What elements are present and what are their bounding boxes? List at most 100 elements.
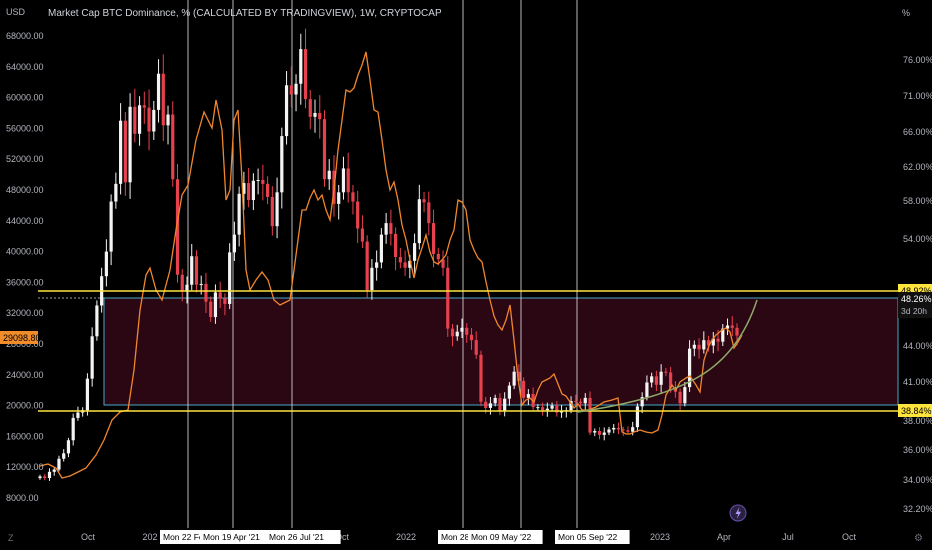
right-axis-tick: 32.20% — [903, 504, 932, 514]
time-axis-tick: 202 — [142, 532, 157, 542]
candle-body — [275, 192, 279, 227]
candle-body — [550, 405, 554, 409]
left-axis-tick: 44000.00 — [6, 216, 44, 226]
candle-body — [66, 440, 71, 454]
candle-body — [346, 168, 350, 193]
candle-body — [422, 199, 426, 203]
candle-body — [375, 262, 379, 268]
right-axis-tick: 76.00% — [903, 55, 932, 65]
candle-body — [626, 430, 630, 432]
candle-body — [204, 283, 208, 302]
candle-body — [403, 262, 407, 268]
dominance-line — [39, 51, 743, 479]
candle-body — [616, 427, 621, 430]
candle-body — [488, 403, 493, 408]
candle-body — [156, 73, 161, 110]
candle-body — [147, 107, 151, 132]
candle-body — [574, 400, 578, 402]
candle-body — [635, 406, 640, 428]
candle-body — [645, 382, 649, 398]
candle-body — [436, 253, 440, 260]
right-axis-tick: 66.00% — [903, 127, 932, 137]
rounded-bottom-arc — [577, 299, 758, 413]
candle-body — [337, 192, 341, 204]
candle-body — [597, 431, 602, 435]
right-axis-tick: 34.00% — [903, 475, 932, 485]
last-value-badge: 48.26% — [901, 294, 932, 304]
candle-body — [180, 274, 184, 292]
candle-body — [223, 298, 227, 304]
candle-body — [498, 397, 502, 411]
candle-body — [161, 73, 165, 126]
candle-body — [294, 83, 298, 95]
candle-body — [370, 267, 374, 291]
candle-body — [692, 344, 696, 349]
candle-body — [730, 325, 734, 328]
candle-body — [114, 183, 118, 202]
candle-body — [640, 397, 644, 407]
countdown-badge: 3d 20h — [901, 306, 927, 316]
candle-body — [427, 202, 431, 224]
left-axis-tick: 60000.00 — [6, 93, 44, 103]
candle-body — [280, 136, 284, 193]
candle-body — [109, 201, 113, 252]
right-axis-tick: 36.00% — [903, 445, 932, 455]
date-marker-box — [468, 530, 543, 544]
candle-body — [721, 328, 725, 342]
candle-body — [71, 417, 75, 441]
last-value-badge-box — [898, 292, 932, 318]
settings-icon[interactable]: ⚙ — [914, 533, 923, 544]
left-axis-tick: 48000.00 — [6, 185, 44, 195]
candle-body — [38, 476, 42, 479]
time-axis-tick: Oct — [842, 532, 857, 542]
candle-body — [503, 398, 507, 411]
candle-body — [62, 453, 66, 459]
date-marker-box — [438, 530, 474, 544]
time-axis-tick: Oct — [335, 532, 350, 542]
candle-body — [213, 292, 218, 318]
left-axis-tick: 32000.00 — [6, 308, 44, 318]
candle-body — [389, 223, 393, 234]
candle-body — [602, 432, 606, 435]
lightning-icon[interactable] — [729, 504, 747, 522]
candle-body — [706, 340, 711, 346]
candle-body — [631, 427, 635, 432]
candle-body — [588, 397, 592, 433]
date-marker-label: Mon 22 Fe — [163, 532, 204, 542]
right-unit-label: % — [902, 8, 911, 18]
candle-body — [242, 183, 246, 194]
time-axis-tick: Oct — [81, 532, 96, 542]
date-marker-box — [266, 530, 341, 544]
date-marker-label: Mon 26 Jul '21 — [269, 532, 324, 542]
candle-body — [441, 259, 445, 268]
candle-body — [327, 170, 331, 180]
candle-body — [379, 234, 383, 263]
candle-body — [270, 196, 274, 227]
curve-arc — [577, 299, 758, 413]
candle-body — [664, 371, 668, 373]
candle-body — [322, 119, 327, 180]
candle-body — [474, 340, 478, 355]
left-unit-label: USD — [6, 7, 26, 17]
date-marker-label: Mon 09 May '22 — [471, 532, 531, 542]
right-axis-tick: 62.00% — [903, 162, 932, 172]
left-axis-tick: 8000.00 — [6, 493, 39, 503]
right-axis-tick: 54.00% — [903, 234, 932, 244]
right-axis-tick: 44.00% — [903, 341, 932, 351]
candle-body — [185, 284, 189, 292]
candle-body — [711, 338, 715, 346]
candle-body — [678, 391, 682, 404]
time-axis-tick: Jul — [782, 532, 794, 542]
candle-body — [650, 376, 654, 383]
candle-body — [702, 340, 706, 350]
date-marker-label: Mon 28 — [441, 532, 470, 542]
candle-body — [446, 267, 450, 329]
right-axis-tick: 58.00% — [903, 196, 932, 206]
candle-body — [621, 429, 625, 431]
left-axis-tick: 12000.00 — [6, 462, 44, 472]
candle-body — [308, 99, 312, 117]
candle-body — [137, 105, 142, 134]
timezone-letter[interactable]: Z — [8, 533, 14, 543]
candle-body — [104, 251, 108, 277]
